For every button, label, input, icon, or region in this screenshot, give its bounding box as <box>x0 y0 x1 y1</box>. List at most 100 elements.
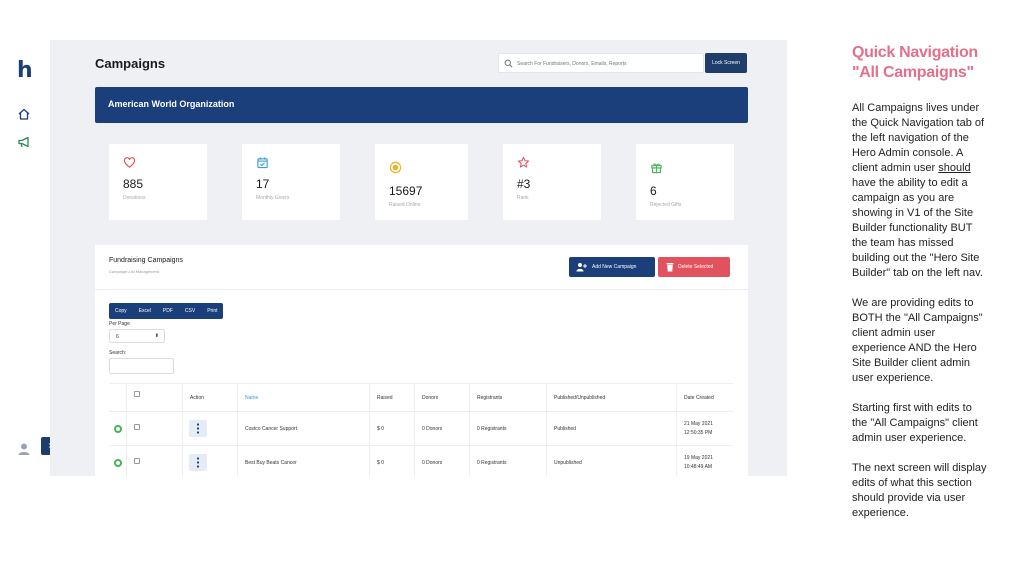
divider <box>95 289 748 290</box>
stat-value: 6 <box>650 184 657 198</box>
add-user-icon <box>576 263 587 272</box>
status-dot-icon <box>114 425 122 433</box>
column-header-date-created[interactable]: Date Created <box>676 384 733 411</box>
select-cell <box>126 446 182 476</box>
csv-button[interactable]: CSV <box>184 308 196 314</box>
calendar-check-icon <box>257 157 268 169</box>
time-created: 12:50:35 PM <box>684 430 713 436</box>
per-page-label: Per Page <box>109 321 130 327</box>
status-cell <box>109 412 126 445</box>
per-page-value: 6 <box>116 334 119 340</box>
date-created: 21 May 2021 <box>684 421 713 427</box>
registrants-cell: 0 Registrants <box>469 412 546 445</box>
fundraising-campaigns-panel: Fundraising Campaigns Campaign List Mana… <box>95 245 748 476</box>
notes-paragraph: We are providing edits to BOTH the "All … <box>852 297 983 384</box>
select-arrows-icon: ⬍ <box>154 333 159 339</box>
column-header-name[interactable]: Name <box>237 384 369 411</box>
print-button[interactable]: Print <box>207 308 218 314</box>
stat-card-rejected-gifts: 6 Rejected Gifts <box>636 144 734 220</box>
donors-cell: 0 Donors <box>414 446 469 476</box>
stat-value: 885 <box>123 177 144 191</box>
row-checkbox[interactable] <box>134 458 140 464</box>
column-header-action: Action <box>182 384 237 411</box>
column-header-raised[interactable]: Raised <box>369 384 414 411</box>
stat-label: Monthly Givers <box>256 195 290 201</box>
copy-button[interactable]: Copy <box>115 308 127 314</box>
table-search-input[interactable] <box>109 358 174 374</box>
notes-paragraph: All Campaigns lives under the Quick Navi… <box>852 102 985 279</box>
stat-card-rank: #3 Rank <box>503 144 601 220</box>
table-row[interactable]: Costco Cancer Support $ 0 0 Donors 0 Reg… <box>109 412 733 446</box>
row-actions-button[interactable] <box>189 420 207 437</box>
organization-name: American World Organization <box>108 99 235 109</box>
add-new-campaign-button[interactable]: Add New Campaign <box>569 257 655 277</box>
heart-icon <box>123 157 136 168</box>
stat-card-donations: 885 Donations <box>109 144 207 220</box>
column-header-donors[interactable]: Donors <box>414 384 469 411</box>
raised-cell: $ 0 <box>369 446 414 476</box>
coin-icon <box>389 161 402 174</box>
select-cell <box>126 412 182 445</box>
panel-title: Fundraising Campaigns <box>109 257 183 264</box>
table-row[interactable]: Best Buy Beats Cancer $ 0 0 Donors 0 Reg… <box>109 446 733 476</box>
date-cell: 21 May 2021 12:50:35 PM <box>676 412 733 445</box>
name-cell: Costco Cancer Support <box>237 412 369 445</box>
column-header-published[interactable]: Published/Unpublished <box>546 384 676 411</box>
add-button-label: Add New Campaign <box>592 264 637 270</box>
campaign-name[interactable]: Best Buy Beats Cancer <box>245 459 297 466</box>
kebab-menu-icon <box>196 457 200 468</box>
stat-label: Donations <box>123 195 146 201</box>
row-actions-button[interactable] <box>189 454 207 471</box>
annotation-notes: Quick Navigation "All Campaigns" All Cam… <box>852 43 987 536</box>
home-icon[interactable] <box>17 107 31 121</box>
brand-logo[interactable]: h <box>17 58 33 83</box>
table-search-label: Search: <box>109 350 127 356</box>
pdf-button[interactable]: PDF <box>162 308 173 314</box>
user-icon[interactable] <box>17 442 31 456</box>
campaigns-table: Action Name Raised Donors Registrants Pu… <box>109 383 733 476</box>
published-cell: Unpublished <box>546 446 676 476</box>
per-page-select[interactable]: 6 ⬍ <box>109 329 165 343</box>
date-created: 19 May 2021 <box>684 455 713 461</box>
stat-value: #3 <box>517 177 531 191</box>
stat-label: Rank <box>517 195 529 201</box>
search-input[interactable] <box>517 57 701 70</box>
search-icon <box>504 59 513 68</box>
delete-button-label: Delete Selected <box>678 264 714 270</box>
panel-subtitle: Campaign List Management <box>109 269 160 274</box>
date-cell: 19 May 2021 10:48:49 AM <box>676 446 733 476</box>
raised-cell: $ 0 <box>369 412 414 445</box>
stat-label: Raised Online <box>389 202 421 208</box>
campaign-name[interactable]: Costco Cancer Support <box>245 425 297 432</box>
column-header-registrants[interactable]: Registrants <box>469 384 546 411</box>
notes-paragraph: The next screen will display edits of wh… <box>852 462 987 519</box>
lock-screen-button[interactable]: Lock Screen <box>705 53 747 73</box>
underlined-word: should <box>938 162 971 174</box>
select-all-checkbox[interactable] <box>134 391 140 397</box>
donors-cell: 0 Donors <box>414 412 469 445</box>
action-cell <box>182 446 237 476</box>
page-title: Campaigns <box>95 56 166 71</box>
published-cell: Published <box>546 412 676 445</box>
action-cell <box>182 412 237 445</box>
delete-selected-button[interactable]: Delete Selected <box>658 257 730 277</box>
status-cell <box>109 446 126 476</box>
excel-button[interactable]: Excel <box>138 308 151 314</box>
global-search[interactable] <box>498 53 704 73</box>
export-buttons: Copy Excel PDF CSV Print <box>109 303 224 319</box>
status-dot-icon <box>114 459 122 467</box>
stat-value: 17 <box>256 177 270 191</box>
megaphone-icon[interactable] <box>17 135 31 149</box>
organization-banner: American World Organization <box>95 87 748 123</box>
status-column-header <box>109 384 126 411</box>
gift-icon <box>651 163 662 174</box>
stat-value: 15697 <box>389 184 423 198</box>
stat-card-monthly-givers: 17 Monthly Givers <box>242 144 340 220</box>
notes-heading: Quick Navigation "All Campaigns" <box>852 44 978 81</box>
notes-paragraph: Starting first with edits to the "All Ca… <box>852 402 978 444</box>
trash-icon <box>666 263 674 272</box>
left-nav-rail: h › <box>0 40 59 476</box>
star-icon <box>517 156 530 168</box>
time-created: 10:48:49 AM <box>684 464 713 470</box>
row-checkbox[interactable] <box>134 424 140 430</box>
